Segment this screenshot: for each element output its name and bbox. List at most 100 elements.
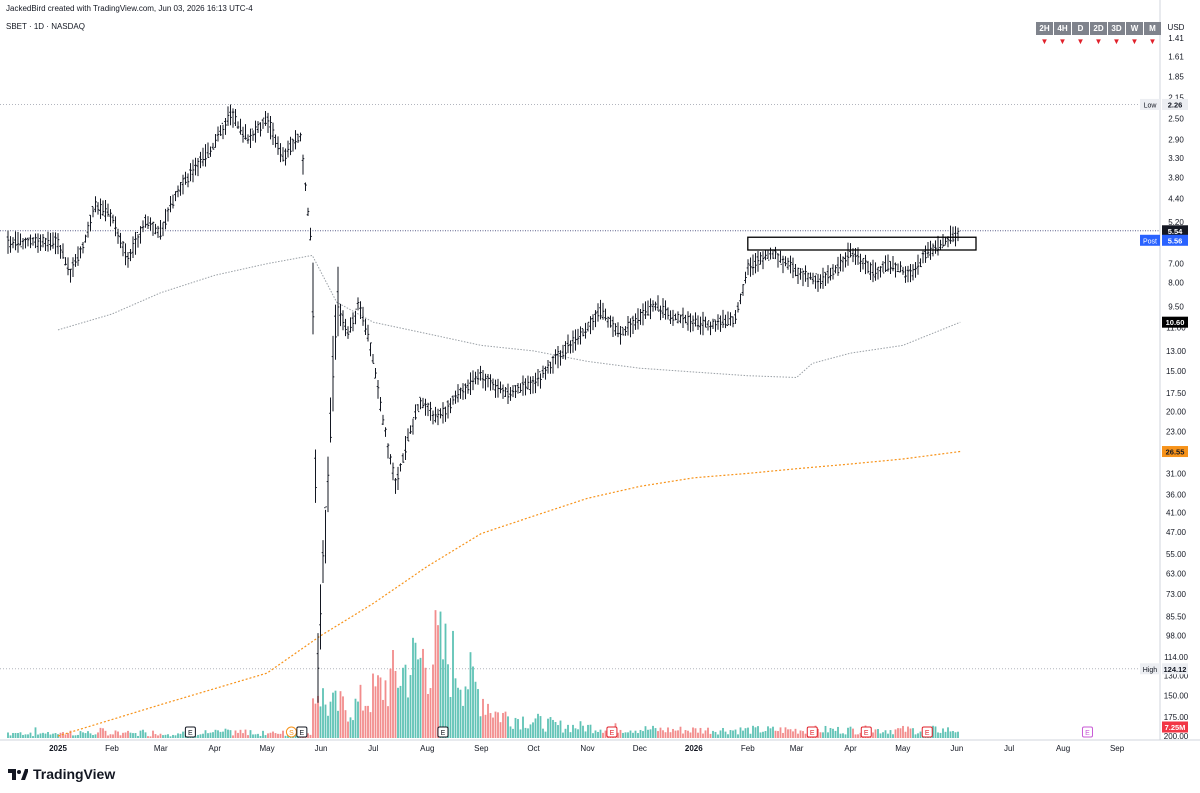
volume-bar xyxy=(272,731,274,738)
volume-bar xyxy=(142,729,144,738)
volume-bar xyxy=(334,690,337,738)
price-tick-label: 23.00 xyxy=(1166,427,1187,436)
volume-bar xyxy=(197,734,199,738)
volume-bar xyxy=(162,735,164,738)
earnings-marker-icon[interactable] xyxy=(921,726,933,738)
volume-bar xyxy=(354,698,357,738)
timeframe-d[interactable]: D ▼ xyxy=(1072,22,1089,47)
volume-bar xyxy=(439,611,442,738)
volume-bar xyxy=(152,730,154,738)
volume-bar xyxy=(644,726,647,738)
timeframe-m[interactable]: M ▼ xyxy=(1144,22,1161,47)
earnings-marker-icon[interactable] xyxy=(806,726,818,738)
earnings-marker-icon[interactable] xyxy=(860,726,872,738)
volume-bar xyxy=(479,716,482,738)
event-marker-letter: E xyxy=(810,730,815,737)
volume-bar xyxy=(817,728,819,738)
price-tag-bg xyxy=(1162,234,1188,246)
timeframe-2h[interactable]: 2H ▼ xyxy=(1036,22,1053,47)
time-tick-label: 2025 xyxy=(49,744,67,753)
volume-bar xyxy=(534,718,537,738)
tradingview-logo[interactable]: TradingView xyxy=(8,766,115,782)
volume-bar xyxy=(957,731,959,738)
volume-bar xyxy=(437,625,439,738)
volume-bar xyxy=(352,720,354,738)
earnings-marker-icon[interactable] xyxy=(184,726,196,738)
volume-bar xyxy=(167,734,169,738)
volume-bar xyxy=(72,735,74,738)
time-tick-label: Aug xyxy=(1056,744,1070,753)
down-arrow-icon: ▼ xyxy=(1130,37,1139,46)
event-marker-letter: E xyxy=(188,730,193,737)
timeframe-w[interactable]: W ▼ xyxy=(1126,22,1143,47)
volume-bar xyxy=(52,733,54,738)
volume-bar xyxy=(692,727,694,738)
volume-bar xyxy=(952,731,954,738)
volume-bar xyxy=(804,733,807,738)
volume-bar xyxy=(274,733,277,738)
volume-bar xyxy=(339,691,342,738)
resistance-box[interactable] xyxy=(747,236,977,251)
price-tick-label: 130.00 xyxy=(1164,671,1189,680)
event-marker-letter: E xyxy=(925,730,930,737)
volume-bar xyxy=(674,730,677,738)
timeframe-3d[interactable]: 3D ▼ xyxy=(1108,22,1125,47)
volume-bar xyxy=(502,712,504,738)
volume-bar xyxy=(227,729,229,738)
volume-bar xyxy=(74,735,77,738)
volume-bar xyxy=(412,637,414,738)
earnings-marker-icon[interactable] xyxy=(437,726,449,738)
volume-bar xyxy=(454,678,457,738)
time-tick-label: 2026 xyxy=(685,744,703,753)
time-tick-label: Feb xyxy=(741,744,755,753)
volume-bar xyxy=(54,733,57,738)
price-tick-label: 4.40 xyxy=(1168,194,1184,203)
volume-bar xyxy=(349,717,352,738)
down-arrow-icon: ▼ xyxy=(1148,37,1157,46)
volume-bar xyxy=(42,732,44,738)
volume-bar xyxy=(554,721,557,738)
volume-bar xyxy=(49,734,52,738)
volume-bar xyxy=(897,728,899,738)
volume-bar xyxy=(307,733,309,738)
volume-bar xyxy=(822,732,824,738)
volume-bar xyxy=(127,730,129,738)
event-marker-letter: E xyxy=(864,730,869,737)
volume-bar xyxy=(892,734,894,738)
price-tag-bg xyxy=(1162,663,1188,675)
volume-bar xyxy=(249,730,252,738)
volume-bar xyxy=(342,696,344,738)
volume-bar xyxy=(369,712,372,738)
volume-bar xyxy=(697,732,699,738)
price-tick-label: 55.00 xyxy=(1166,550,1187,559)
volume-bar xyxy=(642,731,644,738)
timeframe-label: 3D xyxy=(1108,22,1125,35)
event-marker-letter: E xyxy=(441,730,446,737)
volume-bar xyxy=(562,732,564,738)
volume-bar xyxy=(527,728,529,738)
time-tick-label: Oct xyxy=(527,744,540,753)
volume-bar xyxy=(489,713,492,738)
moving-average-gray xyxy=(57,254,961,379)
volume-bar xyxy=(347,721,349,738)
volume-bar xyxy=(389,668,392,738)
earnings-marker-icon[interactable] xyxy=(296,726,308,738)
volume-bar xyxy=(627,732,629,738)
volume-bar xyxy=(912,728,914,738)
volume-bar xyxy=(362,710,364,738)
volume-bar xyxy=(359,684,362,738)
volume-bar xyxy=(737,734,739,738)
earnings-marker-icon[interactable] xyxy=(606,726,618,738)
volume-bar xyxy=(734,729,737,738)
volume-bar xyxy=(182,731,184,738)
timeframe-2d[interactable]: 2D ▼ xyxy=(1090,22,1107,47)
volume-bar xyxy=(719,730,722,738)
volume-bar xyxy=(949,731,952,738)
earnings-marker-icon[interactable] xyxy=(1081,726,1093,738)
volume-bar xyxy=(112,734,114,738)
timeframe-4h[interactable]: 4H ▼ xyxy=(1054,22,1071,47)
volume-bar xyxy=(44,733,47,738)
volume-bar xyxy=(944,731,947,738)
volume-bar xyxy=(859,732,862,738)
